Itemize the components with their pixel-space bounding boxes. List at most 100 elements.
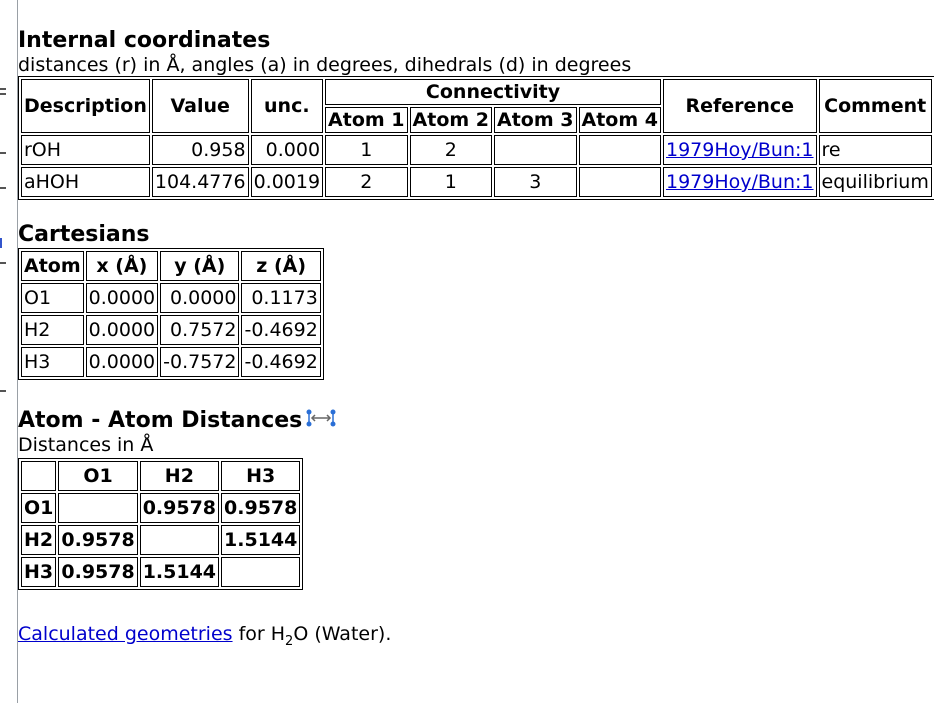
distance-cell (58, 493, 138, 523)
header-corner (21, 461, 57, 491)
distances-title-row: Atom - Atom Distances (18, 408, 934, 434)
table-row: H2 0.0000 0.7572 -0.4692 (21, 315, 321, 345)
header-atom2: Atom 2 (409, 107, 493, 133)
table-row: H3 0.0000 -0.7572 -0.4692 (21, 347, 321, 377)
main-content: Internal coordinates distances (r) in Å,… (18, 28, 934, 654)
internal-coordinates-title: Internal coordinates (18, 28, 271, 53)
header-atom4: Atom 4 (578, 107, 661, 133)
cell-value: 104.4776 (151, 167, 249, 197)
cell-description: aHOH (21, 167, 150, 197)
distance-cell: 1.5144 (221, 525, 301, 555)
edge-mark (0, 93, 6, 95)
header-description: Description (21, 79, 150, 133)
table-header-row: Atom 1 Atom 2 Atom 3 Atom 4 (21, 107, 932, 133)
header-unc: unc. (250, 79, 324, 133)
cartesians-table: Atom x (Å) y (Å) z (Å) O1 0.0000 0.0000 … (18, 248, 324, 380)
table-row: H2 0.9578 1.5144 (21, 525, 301, 555)
cell-value: 0.958 (151, 135, 249, 165)
cell-comment: re (818, 135, 932, 165)
edge-mark (0, 152, 6, 154)
edge-mark (0, 88, 6, 90)
table-row: aHOH 104.4776 0.0019 2 1 3 1979Hoy/Bun:1… (21, 167, 932, 197)
cell-z: -0.4692 (241, 315, 321, 345)
footer-line: Calculated geometries for H2O (Water). (18, 622, 934, 654)
edge-mark (0, 187, 6, 189)
cell-x: 0.0000 (85, 315, 159, 345)
cell-y: 0.7572 (160, 315, 240, 345)
row-header: O1 (21, 493, 57, 523)
cell-unc: 0.0019 (250, 167, 324, 197)
header-y: y (Å) (160, 251, 240, 281)
header-col: O1 (58, 461, 138, 491)
distance-cell (139, 525, 220, 555)
cell-atom4 (578, 135, 661, 165)
table-row: O1 0.9578 0.9578 (21, 493, 301, 523)
left-edge-artifacts (0, 0, 6, 703)
table-header-row: Description Value unc. Connectivity Refe… (21, 79, 932, 133)
distance-icon[interactable] (306, 408, 336, 434)
cell-atom1: 2 (325, 167, 408, 197)
header-reference: Reference (662, 79, 817, 133)
table-header-row: Atom x (Å) y (Å) z (Å) (21, 251, 321, 281)
header-comment: Comment (818, 79, 932, 133)
cell-z: -0.4692 (241, 347, 321, 377)
footer-text: for H (232, 623, 286, 645)
header-connectivity: Connectivity (325, 79, 661, 105)
cell-x: 0.0000 (85, 347, 159, 377)
calculated-geometries-link[interactable]: Calculated geometries (18, 623, 233, 645)
distance-cell: 1.5144 (139, 557, 220, 587)
cartesians-title: Cartesians (18, 222, 150, 247)
row-header: H2 (21, 525, 57, 555)
cell-y: 0.0000 (160, 283, 240, 313)
cartesians-section: Cartesians Atom x (Å) y (Å) z (Å) O1 0.0… (18, 222, 934, 380)
internal-coordinates-table: Description Value unc. Connectivity Refe… (18, 76, 934, 200)
table-row: rOH 0.958 0.000 1 2 1979Hoy/Bun:1 re (21, 135, 932, 165)
cell-atom: H3 (21, 347, 84, 377)
header-col: H2 (139, 461, 220, 491)
cell-unc: 0.000 (250, 135, 324, 165)
cell-comment: equilibrium (818, 167, 932, 197)
table-row: H3 0.9578 1.5144 (21, 557, 301, 587)
cell-x: 0.0000 (85, 283, 159, 313)
cell-reference: 1979Hoy/Bun:1 (662, 135, 817, 165)
header-atom3: Atom 3 (494, 107, 577, 133)
distance-cell: 0.9578 (58, 525, 138, 555)
cell-z: 0.1173 (241, 283, 321, 313)
distance-cell (221, 557, 301, 587)
distances-subtitle: Distances in Å (18, 434, 154, 456)
distances-section: Atom - Atom Distances Distances in Å O1 … (18, 408, 934, 590)
header-col: H3 (221, 461, 301, 491)
row-header: H3 (21, 557, 57, 587)
edge-mark (0, 262, 6, 264)
distance-cell: 0.9578 (139, 493, 220, 523)
edge-mark (0, 238, 2, 248)
table-row: O1 0.0000 0.0000 0.1173 (21, 283, 321, 313)
cell-y: -0.7572 (160, 347, 240, 377)
cell-atom1: 1 (325, 135, 408, 165)
page-left-rule (17, 0, 18, 703)
header-atom1: Atom 1 (325, 107, 408, 133)
cell-atom: H2 (21, 315, 84, 345)
distances-title: Atom - Atom Distances (18, 408, 303, 433)
cell-atom2: 2 (409, 135, 493, 165)
cell-atom2: 1 (409, 167, 493, 197)
distances-table: O1 H2 H3 O1 0.9578 0.9578 H2 0.9578 1.51… (18, 458, 304, 590)
reference-link[interactable]: 1979Hoy/Bun:1 (665, 171, 814, 193)
cell-atom4 (578, 167, 661, 197)
cell-reference: 1979Hoy/Bun:1 (662, 167, 817, 197)
distance-cell: 0.9578 (58, 557, 138, 587)
header-value: Value (151, 79, 249, 133)
edge-mark (0, 390, 6, 392)
header-atom: Atom (21, 251, 84, 281)
footer-text-end: O (Water). (293, 623, 392, 645)
header-x: x (Å) (85, 251, 159, 281)
cell-atom3: 3 (494, 167, 577, 197)
internal-coordinates-subtitle: distances (r) in Å, angles (a) in degree… (18, 54, 632, 76)
cell-atom: O1 (21, 283, 84, 313)
cell-atom3 (494, 135, 577, 165)
table-header-row: O1 H2 H3 (21, 461, 301, 491)
header-z: z (Å) (241, 251, 321, 281)
footer-subscript: 2 (285, 633, 294, 649)
reference-link[interactable]: 1979Hoy/Bun:1 (665, 139, 814, 161)
